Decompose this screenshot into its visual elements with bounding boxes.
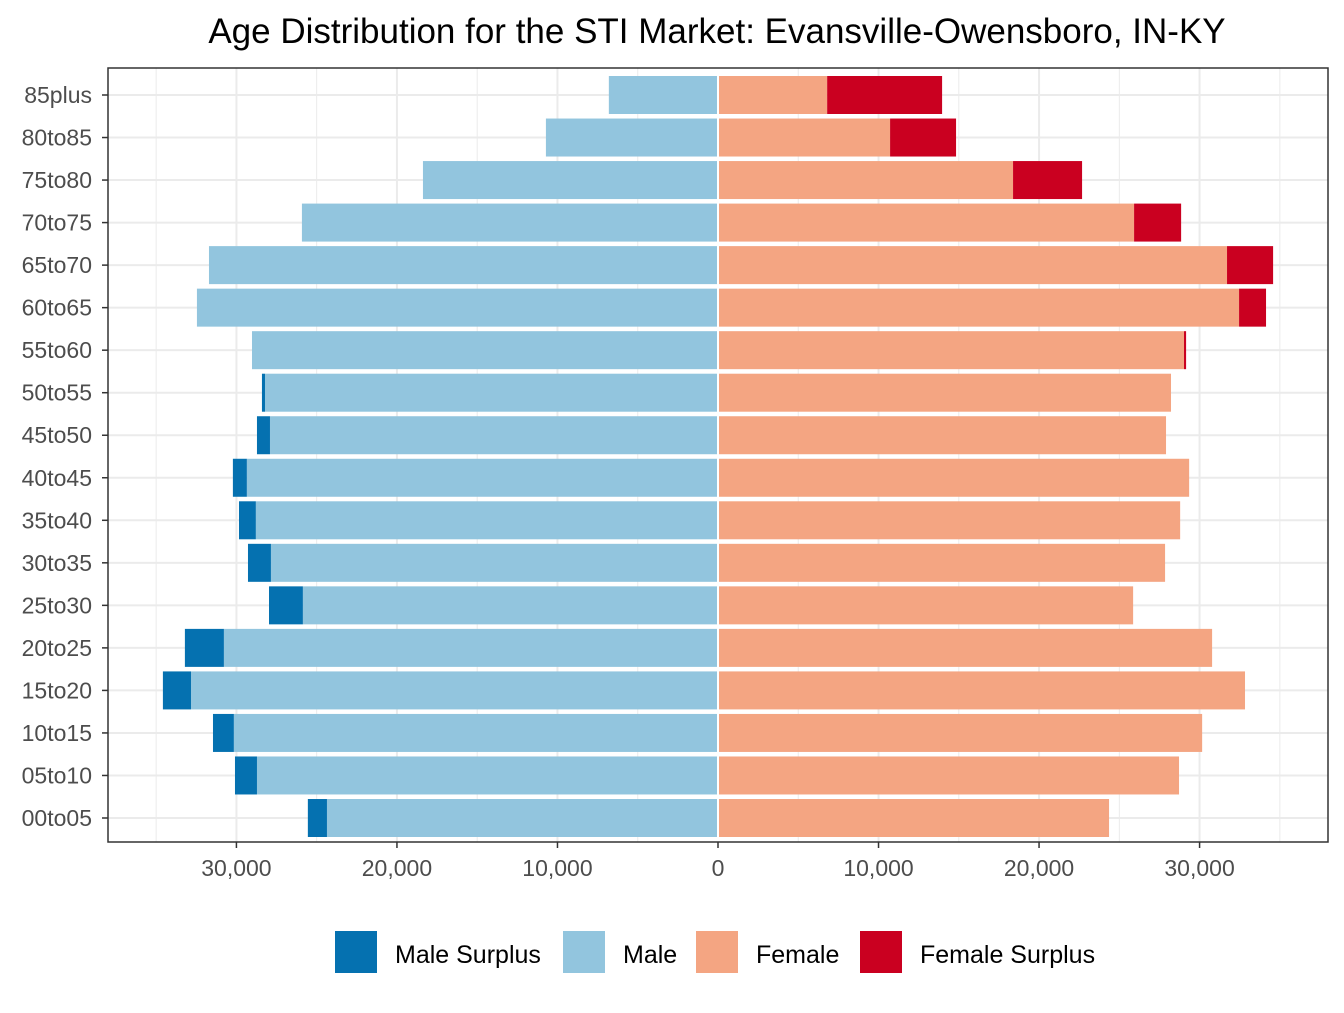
bar-female-05to10 [718,756,1180,795]
legend-label: Male [623,941,677,969]
bar-male-15to20 [190,671,718,710]
bar-male-75to80 [422,161,718,200]
y-tick-label: 15to20 [22,677,92,703]
bar-male-70to75 [301,203,718,242]
legend-swatch [335,931,377,973]
bar-female-55to60 [718,331,1185,370]
bar-male-45to50 [269,416,718,455]
bar-male-surplus-35to40 [238,501,256,540]
y-tick-label: 20to25 [22,635,92,661]
bar-male-60to65 [196,288,718,327]
bar-female-85plus [718,76,828,114]
y-axis: 85plus 80to85 75to80 70to75 65to70 60to65 55to… [22,82,108,831]
y-tick-label: 10to15 [22,720,92,746]
legend-label: Female Surplus [920,941,1095,969]
bar-male-30to35 [270,543,718,582]
legend-label: Female [756,941,839,969]
x-axis: 30,000 20,000 10,000 0 10,000 20,000 30,000 [201,842,1235,881]
y-tick-label: 60to65 [22,295,92,321]
bars [162,68,1274,842]
bar-female-35to40 [718,501,1181,540]
x-tick-label: 20,000 [1004,855,1074,881]
y-tick-label: 35to40 [22,507,92,533]
bar-female-00to05 [718,799,1110,837]
y-tick-label: 55to60 [22,337,92,363]
bar-female-surplus-75to80 [1013,161,1083,200]
bar-male-20to25 [223,628,718,667]
y-tick-label: 40to45 [22,465,92,491]
y-tick-label: 25to30 [22,592,92,618]
bar-female-70to75 [718,203,1135,242]
y-tick-label: 65to70 [22,252,92,278]
bar-male-surplus-30to35 [247,543,271,582]
bar-female-surplus-60to65 [1239,288,1267,327]
legend-swatch [563,931,605,973]
y-tick-label: 45to50 [22,422,92,448]
bar-male-surplus-05to10 [234,756,257,795]
bar-male-50to55 [264,373,718,412]
y-tick-label: 80to85 [22,125,92,151]
bar-male-surplus-40to45 [232,458,247,497]
bar-female-25to30 [718,586,1134,625]
x-tick-label: 0 [712,855,725,881]
bar-female-40to45 [718,458,1190,497]
bar-male-05to10 [256,756,718,795]
y-tick-label: 05to10 [22,762,92,788]
bar-female-10to15 [718,713,1203,752]
x-tick-label: 10,000 [843,855,913,881]
y-tick-label: 75to80 [22,167,92,193]
bar-male-80to85 [545,118,718,157]
bar-male-25to30 [302,586,718,625]
bar-male-40to45 [246,458,718,497]
bar-female-surplus-85plus [827,76,943,114]
x-tick-label: 30,000 [201,855,271,881]
bar-male-surplus-20to25 [184,628,224,667]
y-tick-label: 30to35 [22,550,92,576]
bar-female-65to70 [718,246,1228,285]
bar-female-20to25 [718,628,1213,667]
bar-male-00to05 [326,799,718,837]
y-tick-label: 85plus [24,82,92,108]
bar-female-60to65 [718,288,1240,327]
bar-male-65to70 [208,246,718,285]
bar-female-50to55 [718,373,1172,412]
bar-male-surplus-10to15 [212,713,234,752]
bar-female-75to80 [718,161,1014,200]
bar-male-surplus-50to55 [261,373,265,412]
x-tick-label: 10,000 [522,855,592,881]
y-tick-label: 00to05 [22,805,92,831]
legend-label: Male Surplus [395,941,541,969]
bar-male-85plus [608,76,718,114]
x-tick-label: 30,000 [1164,855,1234,881]
bar-male-surplus-25to30 [269,586,303,625]
bar-female-80to85 [718,118,891,157]
chart-title: Age Distribution for the STI Market: Eva… [208,12,1225,51]
legend-swatch [696,931,738,973]
bar-male-surplus-15to20 [162,671,191,710]
bar-female-45to50 [718,416,1167,455]
bar-female-15to20 [718,671,1246,710]
bar-female-surplus-65to70 [1227,246,1274,285]
x-tick-label: 20,000 [362,855,432,881]
bar-female-30to35 [718,543,1166,582]
bar-male-surplus-00to05 [307,799,327,837]
y-tick-label: 50to55 [22,380,92,406]
y-tick-label: 70to75 [22,210,92,236]
bar-male-35to40 [255,501,719,540]
bar-female-surplus-55to60 [1184,331,1187,370]
legend-swatch [860,931,902,973]
bar-female-surplus-70to75 [1134,203,1182,242]
bar-male-55to60 [251,331,718,370]
legend: Male Surplus Male Female Female Surplus [335,931,1095,973]
bar-female-surplus-80to85 [890,118,957,157]
bar-male-surplus-45to50 [256,416,270,455]
bar-male-10to15 [233,713,718,752]
